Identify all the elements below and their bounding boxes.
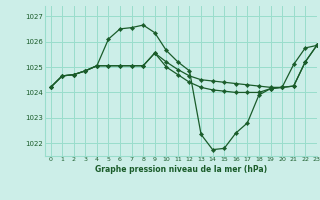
- X-axis label: Graphe pression niveau de la mer (hPa): Graphe pression niveau de la mer (hPa): [95, 165, 267, 174]
